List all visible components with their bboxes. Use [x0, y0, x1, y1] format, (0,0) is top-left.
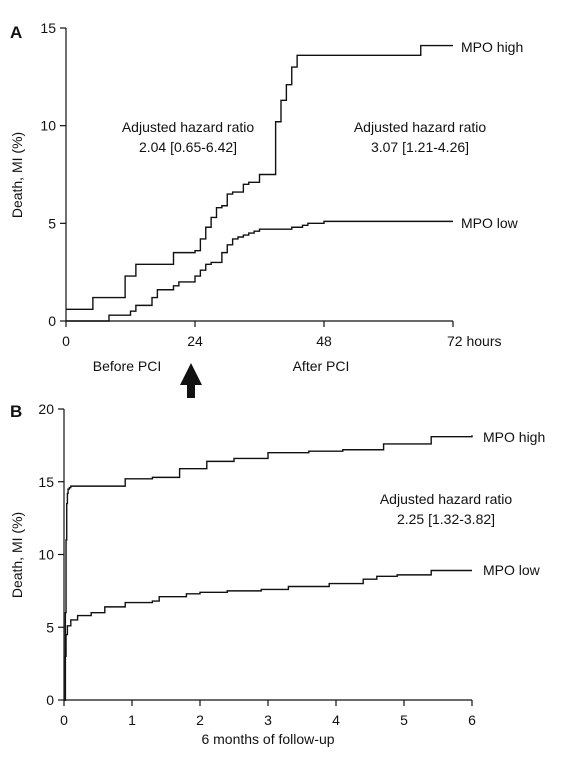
- panel-a-series-label-mpo-high: MPO high: [461, 39, 523, 55]
- panel-b-curve-mpo-high: [64, 435, 473, 701]
- panel-b-letter: B: [10, 402, 22, 421]
- panel-b-y-tick-label: 15: [38, 474, 54, 490]
- panel-b-x-tick-label: 0: [60, 712, 68, 728]
- panel-a: A Death, MI (%) 0 5 10 15 0 24 48 72 hours MPO…: [9, 20, 523, 398]
- panel-a-y-tick-label: 5: [48, 215, 56, 231]
- panel-a-curve-mpo-low: [66, 220, 453, 322]
- panel-b-y-tick-label: 5: [46, 619, 54, 635]
- panel-b-annotation-line1: Adjusted hazard ratio: [380, 491, 513, 507]
- panel-a-y-ticks: 0 5 10 15: [40, 20, 66, 329]
- pci-arrow-icon: [180, 363, 202, 398]
- panel-b-series-label-mpo-low: MPO low: [483, 562, 541, 578]
- panel-a-curve-mpo-high: [66, 44, 453, 310]
- panel-a-curves: [66, 44, 453, 322]
- panel-b-curves: [64, 435, 473, 701]
- panel-a-x-tick-label: 72 hours: [447, 333, 501, 349]
- panel-b-curve-mpo-low: [64, 569, 472, 701]
- panel-b: B Death, MI (%) 0 5 10 15 20 0 1 2 3 4 5 6 MPO hig…: [9, 401, 545, 747]
- panel-a-y-tick-label: 15: [40, 20, 56, 36]
- panel-b-y-axis-title: Death, MI (%): [9, 512, 25, 598]
- panel-b-y-tick-label: 20: [38, 401, 54, 417]
- panel-b-series-label-mpo-high: MPO high: [483, 429, 545, 445]
- panel-a-letter: A: [10, 23, 22, 42]
- panel-b-x-tick-label: 3: [264, 712, 272, 728]
- panel-a-y-tick-label: 0: [48, 313, 56, 329]
- panel-b-x-tick-label: 2: [196, 712, 204, 728]
- panel-a-annotation-1-line1: Adjusted hazard ratio: [122, 119, 255, 135]
- panel-a-period-label-after: After PCI: [293, 358, 350, 374]
- panel-a-x-tick-label: 0: [62, 333, 70, 349]
- panel-b-y-ticks: 0 5 10 15 20: [38, 401, 64, 708]
- panel-a-x-tick-label: 24: [187, 333, 203, 349]
- panel-b-y-tick-label: 0: [46, 692, 54, 708]
- panel-a-annotation-1-line2: 2.04 [0.65-6.42]: [139, 139, 237, 155]
- panel-b-x-tick-label: 4: [332, 712, 340, 728]
- panel-b-x-tick-label: 6: [468, 712, 476, 728]
- panel-b-x-tick-label: 5: [400, 712, 408, 728]
- panel-a-annotation-2-line2: 3.07 [1.21-4.26]: [371, 139, 469, 155]
- panel-b-x-axis-title: 6 months of follow-up: [201, 731, 334, 747]
- panel-a-annotation-2-line1: Adjusted hazard ratio: [354, 119, 487, 135]
- panel-a-series-label-mpo-low: MPO low: [461, 215, 519, 231]
- panel-a-y-tick-label: 10: [40, 118, 56, 134]
- panel-b-x-tick-label: 1: [128, 712, 136, 728]
- panel-a-x-tick-label: 48: [316, 333, 332, 349]
- panel-a-period-label-before: Before PCI: [93, 358, 161, 374]
- panel-a-y-axis-title: Death, MI (%): [9, 132, 25, 218]
- panel-b-y-tick-label: 10: [38, 547, 54, 563]
- panel-b-annotation-line2: 2.25 [1.32-3.82]: [397, 511, 495, 527]
- panel-b-x-ticks: 0 1 2 3 4 5 6: [60, 700, 476, 728]
- panel-a-x-ticks: 0 24 48 72 hours: [62, 321, 501, 349]
